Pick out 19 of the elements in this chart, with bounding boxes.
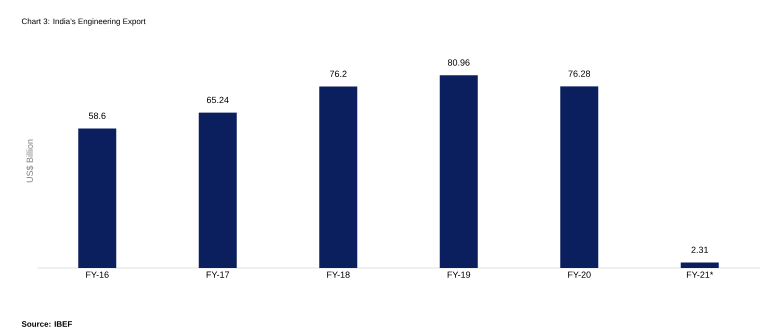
x-tick-label: FY-19 — [448, 272, 470, 278]
x-tick-label: FY-20 — [568, 272, 591, 278]
data-label: 2.31 — [691, 246, 708, 253]
data-label: 80.96 — [448, 59, 470, 66]
bar — [440, 75, 478, 268]
data-label: 76.28 — [568, 70, 590, 77]
x-tick-label: FY-17 — [206, 272, 230, 278]
bar — [198, 112, 237, 268]
bar — [560, 86, 598, 268]
data-label: 65.24 — [206, 96, 229, 104]
bar — [680, 262, 719, 268]
bar — [319, 86, 358, 268]
x-tick-label: FY-21* — [686, 272, 714, 278]
data-label: 76.2 — [330, 70, 347, 78]
bar — [78, 128, 116, 268]
y-axis-title: US$ Billion — [26, 140, 34, 182]
data-label: 58.6 — [88, 112, 106, 119]
x-tick-label: FY-18 — [327, 272, 350, 278]
x-tick-label: FY-16 — [86, 272, 109, 278]
